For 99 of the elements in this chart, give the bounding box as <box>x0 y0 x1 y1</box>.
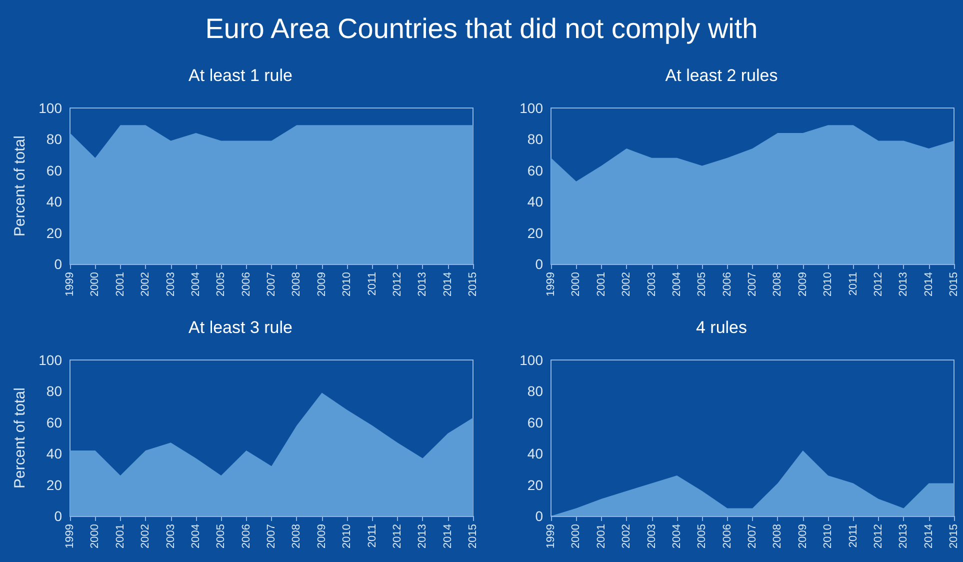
x-tick-label: 2010 <box>341 524 354 548</box>
x-tick-label: 2013 <box>898 272 910 296</box>
x-tick-label: 2007 <box>266 272 278 296</box>
y-tick-label: 80 <box>46 383 62 400</box>
x-tick-label: 2008 <box>290 272 303 296</box>
x-tick-label: 2009 <box>316 524 328 548</box>
x-tick-label: 1999 <box>64 272 76 296</box>
y-tick-label: 100 <box>520 352 544 368</box>
x-tick-label: 2011 <box>366 524 378 548</box>
x-tick-label: 2008 <box>772 524 784 548</box>
y-tick-label: 0 <box>535 256 544 272</box>
x-tick-label: 2011 <box>847 524 860 548</box>
x-tick-label: 2014 <box>922 272 935 296</box>
x-tick-label: 2004 <box>190 524 202 548</box>
y-tick-label: 40 <box>527 446 544 462</box>
y-tick-label: 100 <box>38 352 62 368</box>
x-tick-label: 1999 <box>64 524 76 548</box>
y-tick-label: 40 <box>46 194 62 210</box>
x-tick-label: 2004 <box>670 524 683 548</box>
x-tick-label: 2004 <box>670 272 683 296</box>
chart-title: At least 3 rule <box>188 318 292 337</box>
y-tick-label: 100 <box>38 100 62 116</box>
chart-title: At least 2 rules <box>665 66 778 85</box>
y-tick-label: 60 <box>46 162 62 178</box>
y-tick-label: 0 <box>54 256 62 272</box>
text: Euro Area Countries that did not comply with <box>205 13 758 45</box>
x-tick-label: 2010 <box>341 272 354 296</box>
y-tick-label: 80 <box>46 131 62 148</box>
x-tick-label: 2015 <box>467 524 479 548</box>
x-tick-label: 2005 <box>215 524 228 548</box>
x-tick-label: 2004 <box>190 272 202 296</box>
x-tick-label: 2005 <box>215 272 228 296</box>
x-tick-label: 1999 <box>545 272 557 296</box>
x-tick-label: 2012 <box>391 272 404 296</box>
x-tick-label: 2002 <box>620 524 633 548</box>
y-tick-label: 0 <box>535 508 544 524</box>
x-tick-label: 2008 <box>772 272 784 296</box>
y-axis-title: Percent of total <box>12 388 29 488</box>
x-tick-label: 2014 <box>442 524 454 548</box>
x-tick-label: 2006 <box>240 524 252 548</box>
x-tick-label: 2006 <box>240 272 252 296</box>
x-tick-label: 2007 <box>266 524 278 548</box>
chart-title: At least 1 rule <box>188 66 292 85</box>
x-tick-label: 2001 <box>595 524 608 548</box>
y-tick-label: 60 <box>46 414 62 430</box>
x-tick-label: 2000 <box>570 524 582 548</box>
x-tick-label: 2001 <box>595 272 608 296</box>
y-tick-label: 20 <box>46 476 62 493</box>
x-tick-label: 2011 <box>366 272 378 296</box>
x-tick-label: 2003 <box>646 524 658 548</box>
x-tick-label: 1999 <box>545 524 557 548</box>
x-tick-label: 2012 <box>391 524 404 548</box>
y-tick-label: 60 <box>527 162 544 178</box>
x-tick-label: 2007 <box>746 272 758 296</box>
y-tick-label: 60 <box>527 414 544 430</box>
x-tick-label: 2007 <box>746 524 758 548</box>
x-tick-label: 2000 <box>570 272 582 296</box>
x-tick-label: 2008 <box>290 524 303 548</box>
x-tick-label: 2002 <box>140 524 152 548</box>
y-tick-label: 20 <box>527 476 544 493</box>
y-tick-label: 40 <box>527 194 544 210</box>
x-tick-label: 2012 <box>872 272 884 296</box>
x-tick-label: 2012 <box>872 524 884 548</box>
x-tick-label: 2015 <box>467 272 479 296</box>
y-tick-label: 80 <box>527 131 544 148</box>
y-tick-label: 0 <box>54 508 62 524</box>
x-tick-label: 2010 <box>822 272 834 296</box>
x-tick-label: 2001 <box>114 272 126 296</box>
chart-title: 4 rules <box>696 318 748 337</box>
x-tick-label: 2005 <box>696 272 708 296</box>
x-tick-label: 2014 <box>922 524 935 548</box>
x-tick-label: 2009 <box>796 524 809 548</box>
x-tick-label: 2000 <box>89 524 102 548</box>
x-tick-label: 2000 <box>89 272 102 296</box>
y-tick-label: 20 <box>527 224 544 241</box>
y-tick-label: 40 <box>46 446 62 462</box>
y-axis-title: Percent of total <box>12 136 29 236</box>
y-tick-label: 20 <box>46 224 62 241</box>
y-tick-label: 80 <box>527 383 544 400</box>
x-tick-label: 2015 <box>948 272 960 296</box>
x-tick-label: 2001 <box>114 524 126 548</box>
x-tick-label: 2015 <box>948 524 960 548</box>
x-tick-label: 2009 <box>796 272 809 296</box>
x-tick-label: 2006 <box>721 524 734 548</box>
x-tick-label: 2003 <box>164 272 177 296</box>
x-tick-label: 2010 <box>822 524 834 548</box>
x-tick-label: 2013 <box>416 272 429 296</box>
x-tick-label: 2009 <box>316 272 328 296</box>
x-tick-label: 2005 <box>696 524 708 548</box>
y-tick-label: 100 <box>520 100 544 116</box>
x-tick-label: 2014 <box>442 272 454 296</box>
x-tick-label: 2003 <box>646 272 658 296</box>
x-tick-label: 2013 <box>898 524 910 548</box>
x-tick-label: 2002 <box>620 272 633 296</box>
x-tick-label: 2003 <box>164 524 177 548</box>
x-tick-label: 2002 <box>140 272 152 296</box>
x-tick-label: 2011 <box>847 272 860 296</box>
x-tick-label: 2006 <box>721 272 734 296</box>
x-tick-label: 2013 <box>416 524 429 548</box>
